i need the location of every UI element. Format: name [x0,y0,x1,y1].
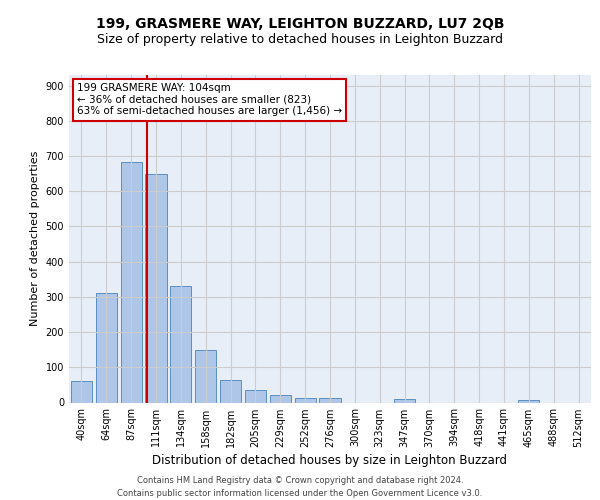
Bar [71,380,92,402]
Bar [319,398,341,402]
Bar [195,350,216,403]
Text: Contains HM Land Registry data © Crown copyright and database right 2024.
Contai: Contains HM Land Registry data © Crown c… [118,476,482,498]
Bar [245,390,266,402]
Text: 199, GRASMERE WAY, LEIGHTON BUZZARD, LU7 2QB: 199, GRASMERE WAY, LEIGHTON BUZZARD, LU7… [96,18,504,32]
Bar [270,396,291,402]
Y-axis label: Number of detached properties: Number of detached properties [30,151,40,326]
Bar [518,400,539,402]
Text: Size of property relative to detached houses in Leighton Buzzard: Size of property relative to detached ho… [97,32,503,46]
Bar [121,162,142,402]
Bar [295,398,316,402]
Bar [145,174,167,402]
Bar [220,380,241,402]
Bar [96,294,117,403]
Bar [394,399,415,402]
Bar [170,286,191,403]
X-axis label: Distribution of detached houses by size in Leighton Buzzard: Distribution of detached houses by size … [152,454,508,467]
Text: 199 GRASMERE WAY: 104sqm
← 36% of detached houses are smaller (823)
63% of semi-: 199 GRASMERE WAY: 104sqm ← 36% of detach… [77,83,342,116]
